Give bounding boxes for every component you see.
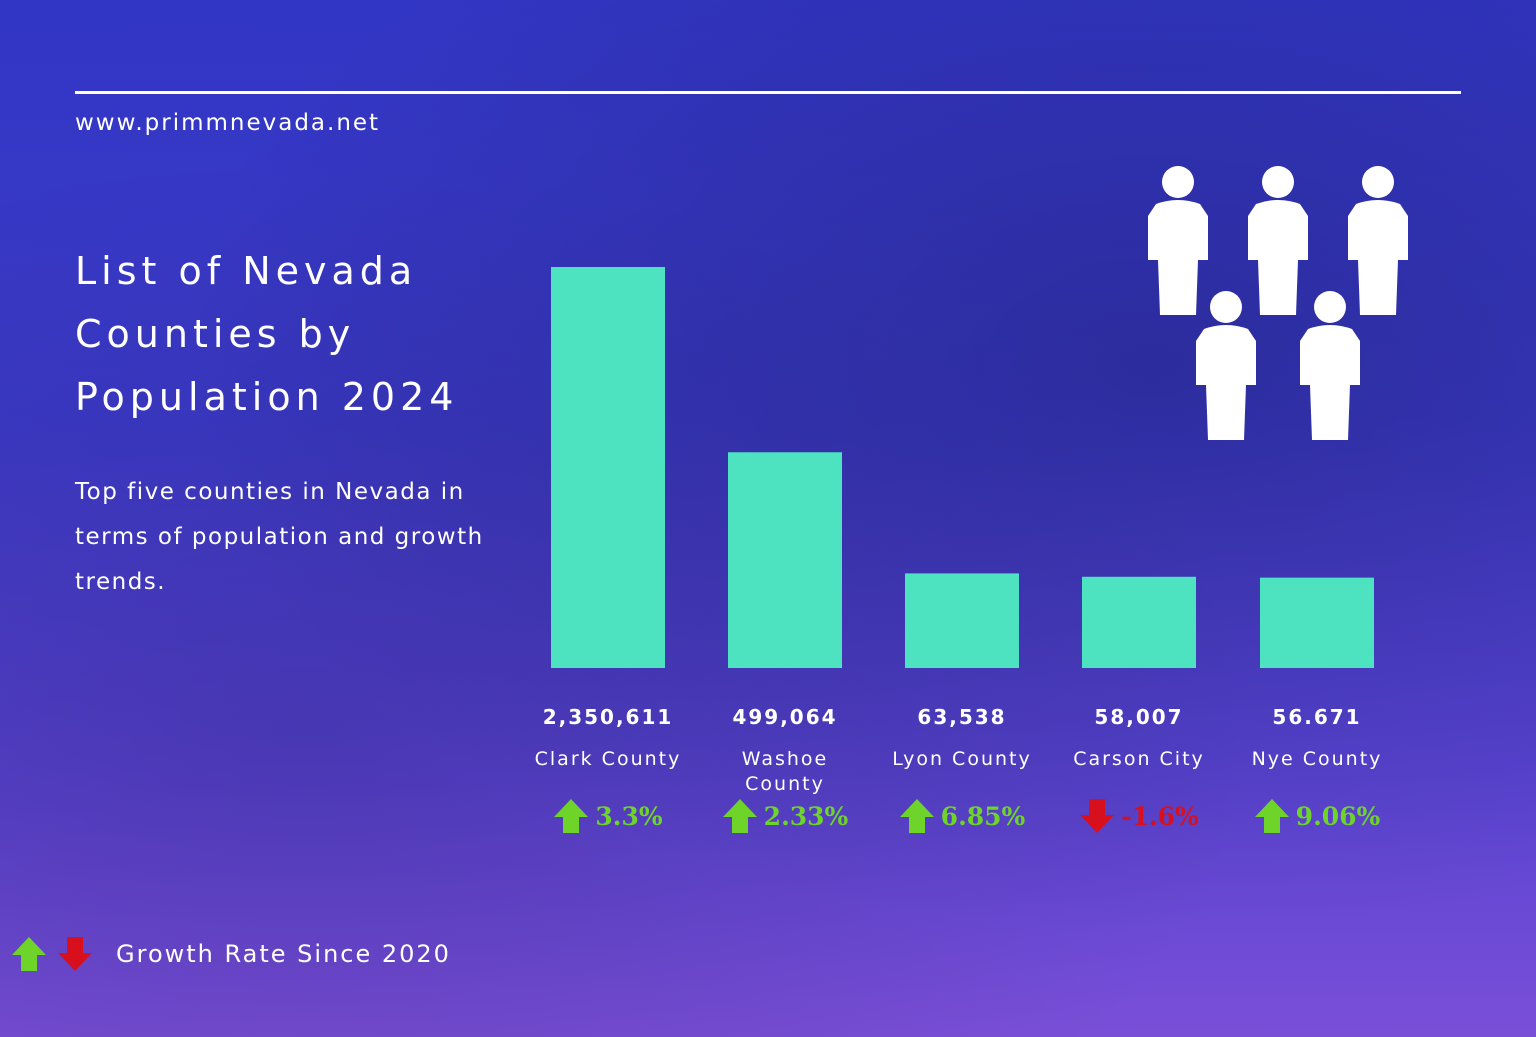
legend-label: Growth Rate Since 2020 — [116, 940, 451, 968]
category-label: Nye County — [1251, 748, 1383, 770]
bar-label-group: 56.671 Nye County 9.06% — [1232, 705, 1402, 835]
growth-value: -1.6% — [1121, 801, 1199, 831]
bar-label-group: 58,007 Carson City -1.6% — [1054, 705, 1224, 835]
growth-value: 3.3% — [595, 801, 663, 831]
legend: Growth Rate Since 2020 — [10, 935, 451, 973]
bar-label-group: 2,350,611 Clark County 3.3% — [523, 705, 693, 835]
growth-value: 2.33% — [763, 801, 849, 831]
growth-value: 9.06% — [1295, 801, 1381, 831]
arrow-up-icon — [722, 799, 757, 833]
growth-label: 3.3% — [523, 797, 693, 835]
growth-label: 9.06% — [1232, 797, 1402, 835]
page-title: List of Nevada Counties by Population 20… — [75, 249, 459, 419]
category-label: Carson City — [1073, 748, 1205, 770]
category-label: Washoe County — [741, 748, 829, 795]
arrow-up-icon — [554, 799, 589, 833]
arrow-down-icon — [1080, 799, 1115, 833]
growth-value: 6.85% — [940, 801, 1026, 831]
value-label: 63,538 — [917, 705, 1007, 729]
arrow-up-icon — [1254, 799, 1289, 833]
arrow-down-icon — [58, 937, 92, 971]
bar-washoe-county — [728, 452, 842, 668]
arrow-up-icon — [12, 937, 46, 971]
bar-lyon-county — [905, 573, 1019, 668]
bar-label-group: 63,538 Lyon County 6.85% — [877, 705, 1047, 835]
value-label: 2,350,611 — [542, 705, 674, 729]
value-label: 499,064 — [732, 705, 838, 729]
growth-label: 2.33% — [700, 797, 870, 835]
category-label: Clark County — [534, 748, 682, 770]
bar-label-group: 499,064 Washoe County 2.33% — [700, 705, 870, 835]
subtitle: Top five counties in Nevada in terms of … — [75, 479, 484, 595]
site-url: www.primmnevada.net — [75, 110, 381, 136]
arrow-up-icon — [899, 799, 934, 833]
growth-label: 6.85% — [877, 797, 1047, 835]
value-label: 56.671 — [1272, 705, 1362, 729]
bar-carson-city — [1082, 576, 1196, 668]
growth-label: -1.6% — [1054, 797, 1224, 835]
bar-clark-county — [551, 267, 665, 668]
value-label: 58,007 — [1094, 705, 1184, 729]
divider — [75, 91, 1461, 94]
category-label: Lyon County — [892, 748, 1032, 770]
bar-nye-county — [1260, 577, 1374, 668]
